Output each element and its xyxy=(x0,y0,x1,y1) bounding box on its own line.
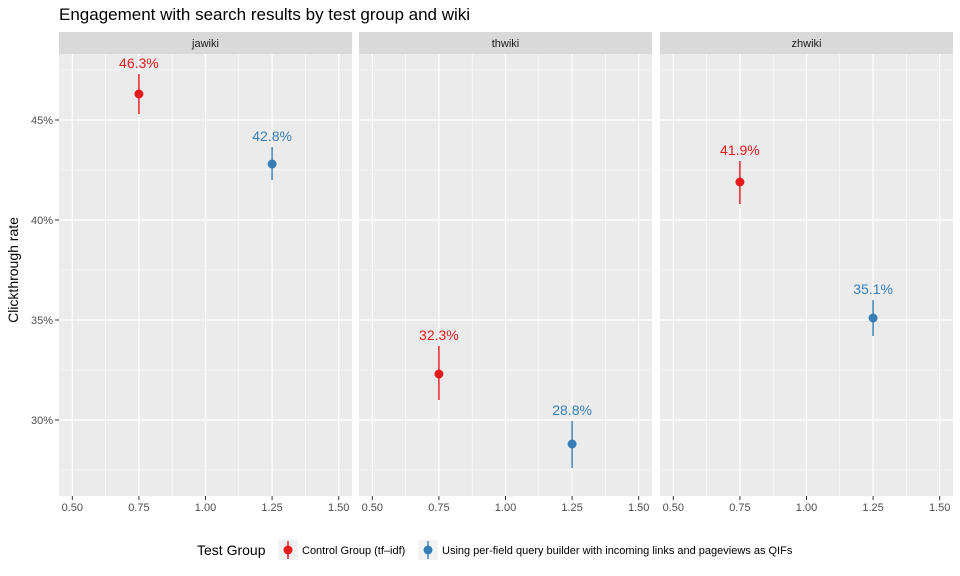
facet-strip xyxy=(59,32,352,54)
facet-strip-label: zhwiki xyxy=(792,38,822,50)
legend-key-point xyxy=(423,545,433,555)
x-tick-label: 0.50 xyxy=(362,502,383,514)
legend-key-point xyxy=(283,545,293,555)
x-tick-label: 0.75 xyxy=(428,502,449,514)
y-axis-title: Clickthrough rate xyxy=(5,217,21,323)
facet-panel-jawiki: jawiki 0.50 0.75 1.00 1.25 1.50 46.3% 42.8% xyxy=(59,32,352,514)
x-tick-label: 1.25 xyxy=(561,502,582,514)
facet-panels: jawiki 0.50 0.75 1.00 1.25 1.50 46.3% 42.8% thwi… xyxy=(59,32,953,514)
data-point xyxy=(267,159,277,169)
data-label: 28.8% xyxy=(552,402,592,418)
x-tick-label: 1.25 xyxy=(261,502,282,514)
x-tick-label: 0.75 xyxy=(128,502,149,514)
data-label: 35.1% xyxy=(853,281,893,297)
facet-strip xyxy=(660,32,953,54)
y-tick-label: 40% xyxy=(31,215,53,227)
data-label: 46.3% xyxy=(119,55,159,71)
data-label: 32.3% xyxy=(419,327,459,343)
facet-strip xyxy=(359,32,652,54)
legend-item: Control Group (tf–idf) xyxy=(278,540,405,560)
x-tick-label: 0.75 xyxy=(729,502,750,514)
legend-title: Test Group xyxy=(197,542,266,558)
y-tick-label: 30% xyxy=(31,415,53,427)
chart-title: Engagement with search results by test g… xyxy=(59,5,470,24)
x-tick-label: 1.00 xyxy=(195,502,216,514)
facet-strip-label: thwiki xyxy=(492,38,520,50)
x-tick-label: 1.00 xyxy=(796,502,817,514)
facet-panel-zhwiki: zhwiki 0.50 0.75 1.00 1.25 1.50 41.9% 35.1% xyxy=(660,32,953,514)
data-label: 41.9% xyxy=(720,142,760,158)
facet-panel-thwiki: thwiki 0.50 0.75 1.00 1.25 1.50 32.3% 28.8% xyxy=(359,32,652,514)
data-label: 42.8% xyxy=(252,128,292,144)
y-tick-label: 45% xyxy=(31,115,53,127)
legend: Test Group Control Group (tf–idf) Using pe… xyxy=(197,540,793,560)
x-tick-label: 1.50 xyxy=(929,502,950,514)
data-point xyxy=(434,369,444,379)
data-point xyxy=(134,89,144,99)
facet-strip-label: jawiki xyxy=(191,38,219,50)
x-tick-label: 1.50 xyxy=(328,502,349,514)
data-point xyxy=(567,439,577,449)
x-tick-label: 1.00 xyxy=(495,502,516,514)
y-tick-label: 35% xyxy=(31,315,53,327)
data-point xyxy=(868,313,878,323)
x-tick-label: 1.25 xyxy=(862,502,883,514)
y-axis: 30% 35% 40% 45% xyxy=(31,115,59,427)
legend-item: Using per-field query builder with incom… xyxy=(418,540,793,560)
data-point xyxy=(735,177,745,187)
x-tick-label: 0.50 xyxy=(62,502,83,514)
legend-label: Using per-field query builder with incom… xyxy=(442,545,793,557)
x-tick-label: 1.50 xyxy=(628,502,649,514)
legend-label: Control Group (tf–idf) xyxy=(302,545,405,557)
x-tick-label: 0.50 xyxy=(663,502,684,514)
